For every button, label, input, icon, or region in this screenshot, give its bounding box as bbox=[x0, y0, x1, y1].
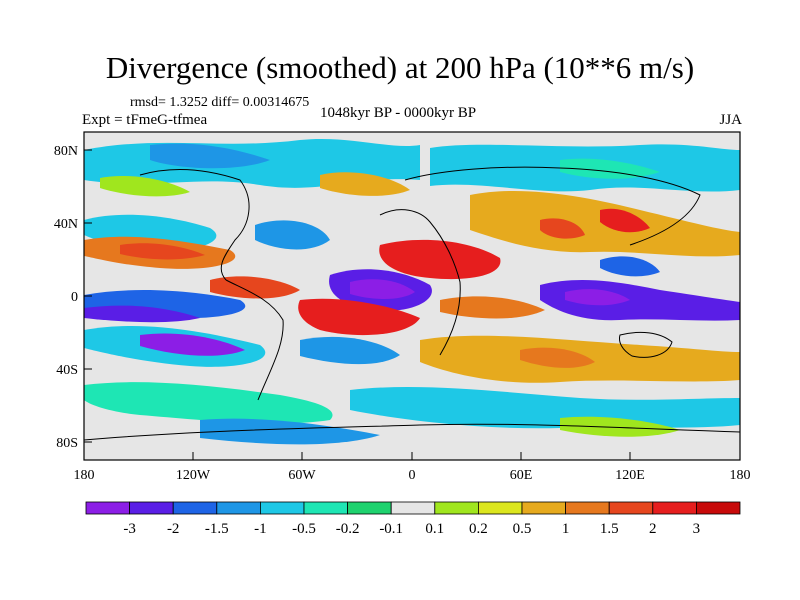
colorbar-swatch bbox=[608, 501, 654, 515]
colorbar-label: 0.2 bbox=[469, 521, 488, 537]
field-north-teal bbox=[560, 158, 660, 179]
field-satlantic-blue bbox=[300, 336, 400, 365]
field-pacific-green bbox=[100, 175, 190, 197]
field-spacific-violet bbox=[140, 333, 245, 356]
field-asia-red bbox=[600, 208, 650, 233]
colorbar-label: -1.5 bbox=[205, 521, 229, 537]
colorbar-swatch bbox=[172, 501, 218, 515]
field-antarctic-blue bbox=[200, 418, 380, 445]
field-satlantic-red bbox=[298, 298, 420, 336]
colorbar-swatch bbox=[347, 501, 392, 515]
coast-africa bbox=[379, 209, 461, 356]
colorbar-label: -0.5 bbox=[292, 521, 316, 537]
lon-label-180-right: 180 bbox=[730, 468, 751, 483]
field-indian-orange bbox=[440, 296, 545, 319]
field-nepac-red bbox=[120, 243, 205, 260]
lon-label-120e: 120E bbox=[615, 468, 645, 483]
coast-eurasia bbox=[404, 166, 701, 246]
colorbar-swatch bbox=[259, 501, 305, 515]
lon-label-0: 0 bbox=[409, 468, 416, 483]
colorbar-label: -1 bbox=[254, 521, 267, 537]
field-antarctic-green bbox=[560, 416, 680, 437]
coast-south-america bbox=[225, 279, 284, 401]
lon-axis: 180 120W 60W 0 60E 120E 180 bbox=[74, 452, 751, 483]
colorbar-label: 3 bbox=[693, 521, 701, 537]
colorbar-swatch bbox=[477, 501, 523, 515]
field-indonesia-violet bbox=[565, 289, 630, 306]
field-philippines-blue bbox=[600, 256, 660, 277]
field-sindian-darkorange bbox=[520, 347, 595, 368]
lat-label-80n: 80N bbox=[54, 144, 78, 159]
colorbar-label: 0.5 bbox=[513, 521, 532, 537]
colorbar-swatch bbox=[390, 501, 436, 515]
lon-label-60w: 60W bbox=[288, 468, 316, 483]
colorbar-label: 2 bbox=[649, 521, 657, 537]
stats-label: rmsd= 1.3252 diff= 0.00314675 bbox=[130, 95, 310, 110]
lat-axis: 80N 40N 0 40S 80S bbox=[54, 144, 92, 451]
colorbar-label: 1.5 bbox=[600, 521, 619, 537]
coast-north-america bbox=[139, 169, 250, 281]
field-north-blue bbox=[150, 143, 270, 169]
colorbar-swatch bbox=[85, 501, 130, 515]
colorbar-label: -0.1 bbox=[379, 521, 403, 537]
field-india-red bbox=[540, 218, 585, 239]
colorbar-swatch bbox=[696, 501, 741, 515]
lon-label-120w: 120W bbox=[176, 468, 211, 483]
field-atlantic-orange bbox=[320, 172, 410, 196]
lat-label-80s: 80S bbox=[56, 436, 78, 451]
colorbar-label: -3 bbox=[123, 521, 136, 537]
lat-label-0: 0 bbox=[71, 290, 78, 305]
period-label: 1048kyr BP - 0000kyr BP bbox=[320, 105, 477, 121]
experiment-label: Expt = tFmeG-tfmea bbox=[82, 112, 208, 128]
lon-label-60e: 60E bbox=[510, 468, 533, 483]
field-samerica-red bbox=[210, 276, 300, 299]
colorbar-label: 1 bbox=[562, 521, 570, 537]
field-southern-cyan bbox=[350, 387, 740, 429]
coastlines bbox=[84, 166, 740, 441]
coast-antarctica bbox=[84, 423, 740, 441]
lon-label-180-left: 180 bbox=[74, 468, 95, 483]
colorbar-swatch bbox=[652, 501, 697, 515]
colorbar-swatch bbox=[129, 501, 174, 515]
colorbar-swatch bbox=[434, 501, 479, 515]
lat-label-40s: 40S bbox=[56, 363, 78, 378]
field-pacific-purple bbox=[84, 305, 200, 323]
field-atlantic-violet bbox=[350, 279, 415, 299]
colorbar: -3 -2 -1.5 -1 -0.5 -0.2 -0.1 0.1 0.2 0.5 1 1.5 2 3 bbox=[85, 501, 741, 537]
colorbar-swatch bbox=[303, 501, 348, 515]
colorbar-swatch bbox=[216, 501, 261, 515]
field-southern-teal bbox=[84, 382, 333, 424]
coast-australia bbox=[619, 331, 673, 358]
chart-title: Divergence (smoothed) at 200 hPa (10**6 … bbox=[105, 50, 695, 85]
colorbar-label: 0.1 bbox=[425, 521, 444, 537]
field-atlantic-blue bbox=[255, 220, 330, 250]
colorbar-swatch bbox=[521, 501, 566, 515]
colorbar-swatch bbox=[565, 501, 610, 515]
colorbar-label: -2 bbox=[167, 521, 180, 537]
lat-label-40n: 40N bbox=[54, 217, 78, 232]
colorbar-label: -0.2 bbox=[336, 521, 360, 537]
season-label: JJA bbox=[719, 112, 742, 128]
field-africa-red bbox=[379, 239, 501, 280]
divergence-field bbox=[84, 132, 740, 460]
